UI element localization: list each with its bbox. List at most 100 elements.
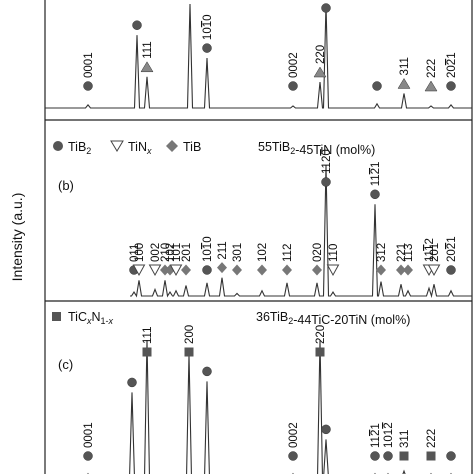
peak-marker-diamond-icon — [376, 264, 386, 276]
peak-marker-square-icon — [315, 347, 325, 357]
peak-marker-diamond-icon — [257, 264, 267, 276]
peak-marker-diamond-icon — [217, 262, 227, 274]
peak-marker-square-icon — [426, 451, 436, 461]
peak-marker-circle-icon — [127, 377, 137, 388]
peak-marker-circle-icon — [202, 43, 212, 53]
peak-marker-triangle-icon — [140, 61, 154, 73]
peak-label: 111 — [142, 41, 154, 59]
peak-marker-triangle-icon — [424, 80, 438, 92]
peak-label: 301 — [232, 243, 244, 262]
y-axis-label: Intensity (a.u.) — [9, 193, 25, 282]
legend-label-tinx: TiNx — [128, 140, 152, 156]
peak-marker-diamond-icon — [282, 264, 292, 276]
peak-label: 011 — [129, 244, 141, 262]
peak-marker-circle-icon — [83, 451, 93, 461]
peak-label: 210 — [160, 243, 172, 262]
peak-marker-triangle-down-icon — [326, 264, 340, 277]
peak-marker-triangle-icon — [397, 77, 411, 89]
legend-circle-icon — [53, 141, 63, 151]
peak-marker-circle-icon — [321, 177, 331, 187]
peak-marker-circle-icon — [370, 189, 380, 200]
peak-marker-triangle-down-icon — [427, 264, 441, 277]
peak-label: 020 — [312, 243, 324, 262]
peak-label: 0002 — [288, 422, 300, 448]
xrd-trace-b — [130, 164, 472, 299]
peak-label: 0001 — [83, 52, 95, 78]
peak-label: 110 — [328, 244, 340, 262]
peak-marker-circle-icon — [370, 451, 380, 461]
peak-label: 311 — [399, 57, 411, 75]
peak-label: 0002 — [288, 52, 300, 78]
peak-label: 101 — [171, 243, 183, 262]
peak-label: 2021 — [446, 236, 458, 262]
peak-marker-diamond-icon — [403, 264, 413, 276]
legend-label-tib2: TiB2 — [68, 140, 91, 156]
legend-c: TiCxN1-x — [52, 310, 114, 326]
xrd-traces — [45, 3, 472, 474]
peak-marker-circle-icon — [202, 265, 212, 275]
peak-label: 0001 — [83, 422, 95, 448]
peak-marker-square-icon — [184, 347, 194, 357]
peak-label: 1112 — [424, 238, 436, 262]
legend-label-ticn: TiCxN1-x — [68, 310, 114, 326]
peak-marker-triangle-down-icon — [132, 264, 146, 277]
peak-label: 113 — [403, 244, 415, 262]
composition-c: 36TiB2-44TiC-20TiN (mol%) — [256, 310, 410, 327]
peak-label: 1012 — [383, 422, 395, 448]
legend-diamond-icon — [166, 140, 178, 152]
plot-frame — [44, 0, 473, 474]
peak-marker-diamond-icon — [232, 264, 242, 276]
legend-triangle-down-icon — [110, 140, 124, 152]
peak-label: 1010 — [202, 14, 214, 40]
peak-label: 102 — [257, 243, 269, 262]
peak-marker-circle-icon — [83, 81, 93, 91]
legend-label-tib: TiB — [183, 140, 201, 154]
peak-label: 211 — [217, 241, 229, 259]
panel-label-c: (c) — [58, 357, 73, 372]
peak-label: 221 — [396, 243, 408, 262]
peak-label: 311 — [399, 430, 411, 448]
peak-label: 312 — [376, 243, 388, 262]
peak-label: 1121 — [370, 162, 382, 187]
xrd-trace-a — [45, 3, 472, 109]
peak-label: 200 — [184, 325, 196, 344]
peak-label: 102 — [165, 243, 177, 262]
peak-marker-circle-icon — [446, 81, 456, 91]
peak-label: 220 — [315, 45, 327, 64]
peak-label: 220 — [315, 325, 327, 344]
legend-square-icon — [52, 312, 61, 321]
peak-marker-triangle-down-icon — [148, 264, 162, 277]
legend-b: TiB2 TiNx TiB — [53, 140, 201, 156]
peak-marker-circle-icon — [372, 81, 382, 91]
peak-label: 201 — [429, 243, 441, 262]
peak-label: 222 — [426, 59, 438, 78]
xrd-trace-c — [87, 339, 452, 474]
peak-label: 201 — [181, 243, 193, 262]
peak-marker-diamond-icon — [312, 264, 322, 276]
peak-marker-square-icon — [399, 451, 409, 461]
composition-b: 55TiB2-45TiN (mol%) — [258, 140, 375, 157]
peak-label: 111 — [142, 327, 154, 345]
peak-marker-circle-icon — [288, 451, 298, 461]
panel-label-b: (b) — [58, 178, 74, 193]
peak-label: 222 — [426, 429, 438, 448]
peak-label: 1121 — [370, 423, 382, 448]
peak-marker-square-icon — [142, 347, 152, 357]
peak-marker-circle-icon — [321, 3, 331, 13]
peak-marker-circle-icon — [321, 424, 331, 435]
peak-marker-diamond-icon — [181, 264, 191, 276]
peak-label: 002 — [150, 243, 162, 262]
peak-label: 2021 — [446, 52, 458, 78]
peak-marker-triangle-down-icon — [169, 264, 183, 277]
peak-label: 112 — [282, 244, 294, 262]
peak-marker-circle-icon — [383, 451, 393, 461]
peak-marker-circle-icon — [202, 366, 212, 377]
peak-label: 1120 — [321, 149, 333, 174]
peak-marker-circle-icon — [288, 81, 298, 91]
peak-label: 1010 — [202, 236, 214, 262]
peak-marker-diamond-icon — [396, 264, 406, 276]
peak-marker-circle-icon — [446, 451, 456, 461]
peak-marker-triangle-icon — [313, 66, 327, 78]
